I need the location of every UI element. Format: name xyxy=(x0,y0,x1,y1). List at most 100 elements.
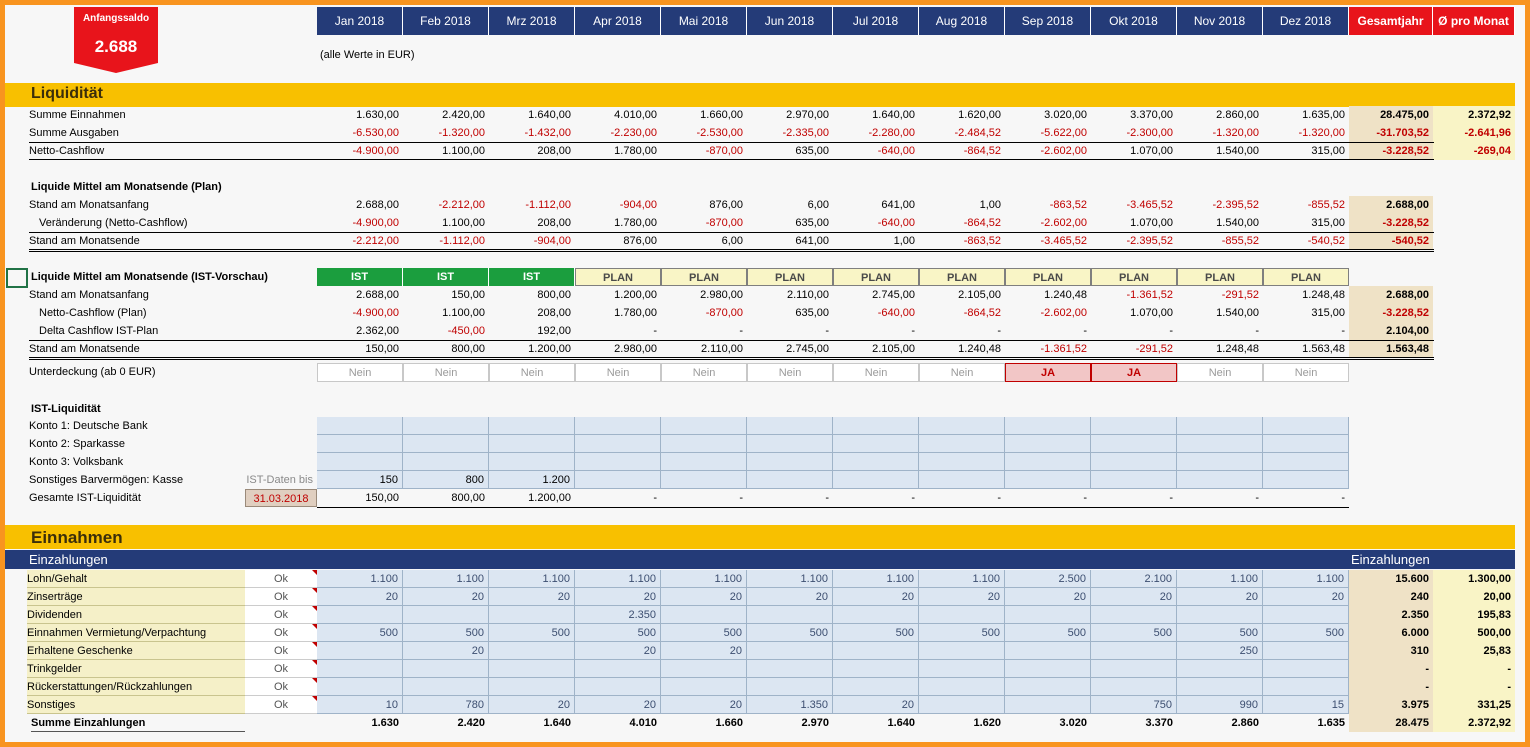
value-cell[interactable]: 2.688,00 xyxy=(356,199,399,211)
value-cell[interactable]: -2.230,00 xyxy=(610,127,657,139)
value-cell[interactable]: -4.900,00 xyxy=(352,307,399,319)
income-cell[interactable]: 20 xyxy=(575,588,661,606)
value-cell[interactable]: 1,00 xyxy=(893,235,915,247)
value-cell[interactable]: 1.660,00 xyxy=(700,109,743,121)
income-cell[interactable]: 20 xyxy=(403,642,489,660)
income-category-label[interactable]: Erhaltene Geschenke xyxy=(27,642,245,660)
input-cell[interactable] xyxy=(317,453,403,471)
input-cell[interactable] xyxy=(1091,453,1177,471)
income-cell[interactable] xyxy=(1177,678,1263,696)
value-cell[interactable]: 2.745,00 xyxy=(786,343,829,355)
input-cell[interactable] xyxy=(919,435,1005,453)
income-cell[interactable]: 10 xyxy=(317,696,403,714)
total-cell[interactable]: -3.228,52 xyxy=(1349,142,1433,160)
income-cell[interactable] xyxy=(1091,678,1177,696)
month-header[interactable]: Aug 2018 xyxy=(919,7,1005,35)
income-cell[interactable] xyxy=(1005,678,1091,696)
month-header[interactable]: Okt 2018 xyxy=(1091,7,1177,35)
total-cell[interactable]: 2.104,00 xyxy=(1349,322,1433,340)
value-cell[interactable]: -2.602,00 xyxy=(1040,217,1087,229)
value-cell[interactable]: 315,00 xyxy=(1311,217,1345,229)
input-cell[interactable] xyxy=(833,417,919,435)
income-cell[interactable] xyxy=(1005,642,1091,660)
value-cell[interactable]: 2.105,00 xyxy=(958,289,1001,301)
value-cell[interactable]: -5.622,00 xyxy=(1040,127,1087,139)
value-cell[interactable]: -2.530,00 xyxy=(696,127,743,139)
value-cell[interactable]: -640,00 xyxy=(877,145,915,157)
value-cell[interactable]: 1.540,00 xyxy=(1216,307,1259,319)
value-cell[interactable]: -855,52 xyxy=(1307,199,1345,211)
value-cell[interactable]: -1.320,00 xyxy=(438,127,485,139)
input-cell[interactable] xyxy=(403,417,489,435)
input-cell[interactable] xyxy=(919,417,1005,435)
value-cell[interactable]: -1.320,00 xyxy=(1298,127,1345,139)
income-cell[interactable]: 780 xyxy=(403,696,489,714)
income-category-label[interactable]: Einnahmen Vermietung/Verpachtung xyxy=(27,624,245,642)
income-cell[interactable] xyxy=(833,606,919,624)
income-cell[interactable] xyxy=(919,678,1005,696)
kasse-cell[interactable] xyxy=(919,471,1005,489)
total-cell[interactable]: 2.688,00 xyxy=(1349,286,1433,304)
value-cell[interactable]: - xyxy=(653,325,657,337)
income-cell[interactable]: 500 xyxy=(661,624,747,642)
value-cell[interactable]: -4.900,00 xyxy=(352,217,399,229)
unterdeckung-cell[interactable]: Nein xyxy=(1177,363,1263,382)
income-cell[interactable] xyxy=(1263,660,1349,678)
unterdeckung-cell[interactable]: Nein xyxy=(575,363,661,382)
income-cell[interactable] xyxy=(489,606,575,624)
value-cell[interactable]: -2.280,00 xyxy=(868,127,915,139)
month-header[interactable]: Jul 2018 xyxy=(833,7,919,35)
income-cell[interactable] xyxy=(575,660,661,678)
income-cell[interactable]: 990 xyxy=(1177,696,1263,714)
income-cell[interactable]: 20 xyxy=(833,588,919,606)
income-cell[interactable]: 500 xyxy=(489,624,575,642)
income-cell[interactable]: 500 xyxy=(747,624,833,642)
value-cell[interactable]: 2.362,00 xyxy=(356,325,399,337)
value-cell[interactable]: 192,00 xyxy=(537,325,571,337)
value-cell[interactable]: 150,00 xyxy=(451,289,485,301)
value-cell[interactable]: 1.630,00 xyxy=(356,109,399,121)
input-cell[interactable] xyxy=(1005,417,1091,435)
value-cell[interactable]: -291,52 xyxy=(1135,343,1173,355)
value-cell[interactable]: - xyxy=(997,325,1001,337)
income-cell[interactable]: 20 xyxy=(661,642,747,660)
income-cell[interactable] xyxy=(489,678,575,696)
income-cell[interactable]: 20 xyxy=(1091,588,1177,606)
income-cell[interactable]: 500 xyxy=(1005,624,1091,642)
value-cell[interactable]: -3.465,52 xyxy=(1040,235,1087,247)
unterdeckung-cell[interactable]: Nein xyxy=(919,363,1005,382)
month-header[interactable]: Sep 2018 xyxy=(1005,7,1091,35)
value-cell[interactable]: 1.100,00 xyxy=(442,145,485,157)
value-cell[interactable]: -904,00 xyxy=(619,199,657,211)
value-cell[interactable]: -3.465,52 xyxy=(1126,199,1173,211)
income-cell[interactable]: 750 xyxy=(1091,696,1177,714)
income-cell[interactable]: 1.100 xyxy=(317,570,403,588)
total-cell[interactable]: 2.688,00 xyxy=(1349,196,1433,214)
total-cell[interactable]: 1.563,48 xyxy=(1349,340,1433,358)
unterdeckung-cell[interactable]: JA xyxy=(1091,363,1177,382)
income-cell[interactable] xyxy=(317,678,403,696)
value-cell[interactable]: - xyxy=(825,325,829,337)
income-cell[interactable] xyxy=(833,660,919,678)
income-cell[interactable]: 250 xyxy=(1177,642,1263,660)
input-cell[interactable] xyxy=(833,453,919,471)
income-cell[interactable]: 20 xyxy=(489,696,575,714)
income-category-label[interactable]: Rückerstattungen/Rückzahlungen xyxy=(27,678,245,696)
income-cell[interactable] xyxy=(489,642,575,660)
value-cell[interactable]: - xyxy=(1341,325,1345,337)
value-cell[interactable]: 1.640,00 xyxy=(528,109,571,121)
income-cell[interactable] xyxy=(1091,660,1177,678)
income-cell[interactable]: 2.350 xyxy=(575,606,661,624)
kasse-cell[interactable] xyxy=(1177,471,1263,489)
kasse-cell[interactable]: 150 xyxy=(317,471,403,489)
value-cell[interactable]: 1.620,00 xyxy=(958,109,1001,121)
kasse-cell[interactable] xyxy=(833,471,919,489)
income-cell[interactable] xyxy=(317,660,403,678)
value-cell[interactable]: 1.240,48 xyxy=(1044,289,1087,301)
value-cell[interactable]: 2.980,00 xyxy=(614,343,657,355)
unterdeckung-cell[interactable]: Nein xyxy=(747,363,833,382)
total-cell[interactable]: 28.475,00 xyxy=(1349,106,1433,124)
value-cell[interactable]: 1.070,00 xyxy=(1130,217,1173,229)
value-cell[interactable]: -6.530,00 xyxy=(352,127,399,139)
value-cell[interactable]: - xyxy=(1169,325,1173,337)
